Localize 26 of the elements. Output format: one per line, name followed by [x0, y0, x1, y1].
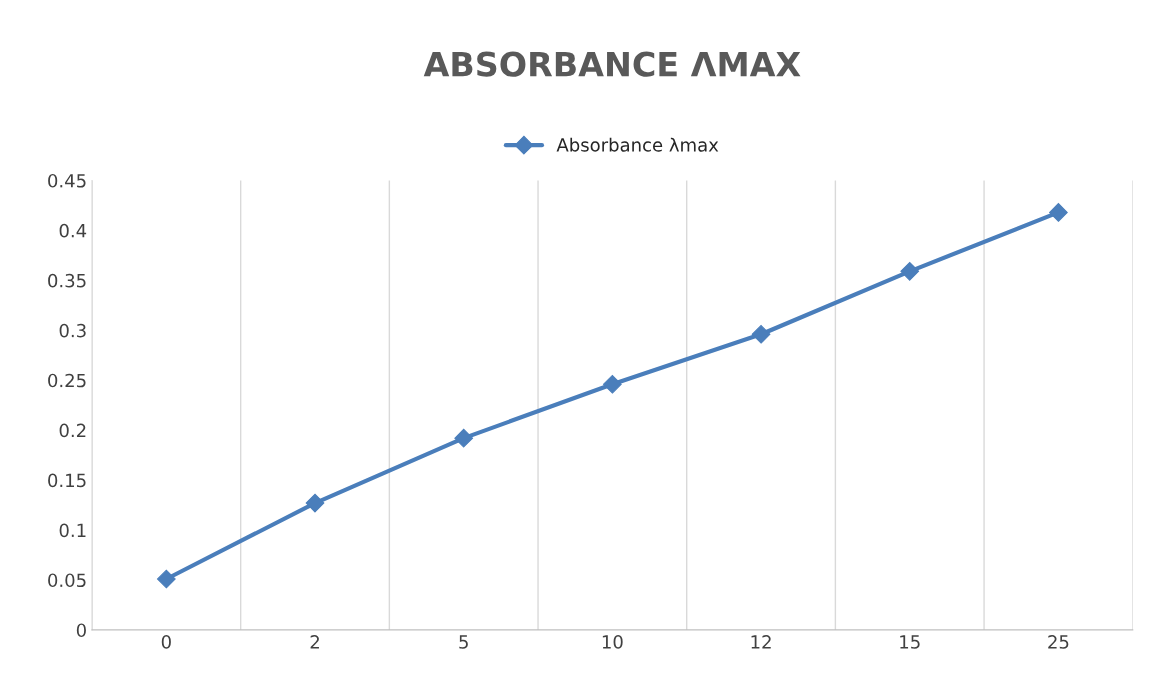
chart-title: ABSORBANCE ΛMAX [423, 51, 801, 77]
point [751, 324, 771, 344]
legend-label: Absorbance λmax [556, 137, 719, 152]
point [1049, 203, 1068, 222]
y-tick-label: 0.15 [48, 473, 86, 488]
point [156, 569, 176, 589]
x-tick-label: 2 [310, 635, 319, 649]
point [900, 262, 920, 281]
y-tick-label: 0.2 [59, 423, 86, 438]
point [305, 493, 325, 513]
y-tick-label: 0.4 [59, 223, 87, 238]
x-tick-label: 12 [751, 635, 771, 649]
y-tick-label: 0 [76, 623, 86, 638]
point [454, 428, 474, 448]
y-tick-label: 0.35 [48, 273, 86, 288]
y-tick-label: 0.25 [48, 373, 86, 388]
y-tick-label: 0.1 [59, 523, 86, 538]
y-tick-label: 0.45 [48, 173, 86, 188]
point [603, 374, 622, 394]
x-tick-label: 0 [161, 635, 171, 649]
x-tick-label: 5 [459, 635, 468, 649]
x-tick-label: 25 [1048, 635, 1069, 649]
y-tick-label: 0.3 [59, 323, 86, 338]
x-tick-label: 15 [900, 635, 920, 649]
x-tick-label: 10 [602, 635, 623, 649]
y-tick-label: 0.05 [48, 573, 86, 588]
